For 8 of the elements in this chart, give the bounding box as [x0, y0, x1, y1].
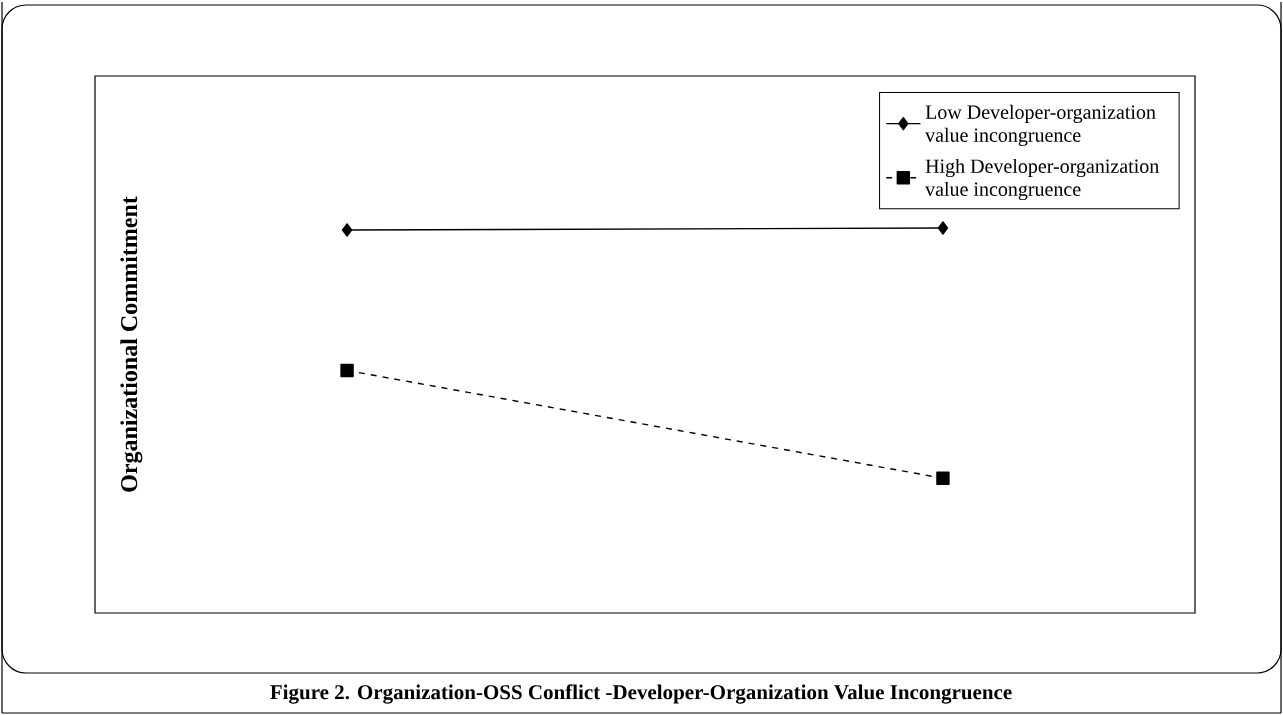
point: [936, 471, 950, 485]
legend-label: Low Developer-organization value incongruence: [925, 104, 1156, 147]
caption: Figure 2. Organization-OSS Conflict -Developer-Organization Value Incongruence: [270, 684, 1012, 704]
point: [341, 223, 353, 237]
point: [937, 221, 949, 235]
y-axis-title: Organizational Commitment: [120, 196, 143, 492]
point: [340, 363, 354, 378]
legend-label: High Developer-organization value incongruence: [925, 158, 1159, 201]
